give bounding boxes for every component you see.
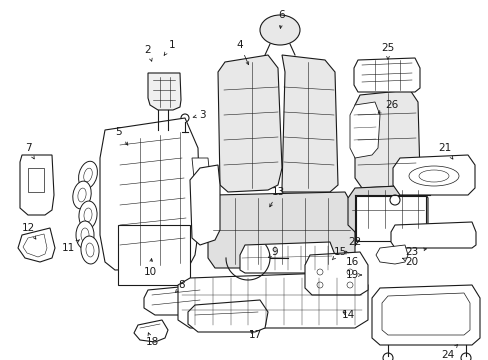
Circle shape — [316, 282, 323, 288]
Ellipse shape — [260, 15, 299, 45]
Text: 25: 25 — [381, 43, 394, 59]
Polygon shape — [23, 234, 47, 257]
Text: 24: 24 — [441, 345, 457, 360]
Text: 3: 3 — [193, 110, 205, 120]
Text: 9: 9 — [268, 247, 278, 257]
Polygon shape — [148, 73, 181, 110]
Circle shape — [346, 282, 352, 288]
Text: 20: 20 — [402, 257, 418, 267]
Text: 19: 19 — [345, 270, 361, 280]
Circle shape — [382, 353, 392, 360]
Polygon shape — [240, 242, 334, 273]
Text: 26: 26 — [377, 100, 398, 113]
Polygon shape — [381, 293, 469, 335]
Text: 18: 18 — [145, 333, 158, 347]
Ellipse shape — [79, 201, 97, 229]
Polygon shape — [100, 118, 200, 270]
Text: 23: 23 — [405, 247, 426, 257]
Bar — [355, 196, 425, 241]
Ellipse shape — [84, 208, 92, 222]
Polygon shape — [178, 272, 367, 328]
Text: 16: 16 — [345, 251, 358, 267]
Text: 11: 11 — [61, 240, 80, 253]
Text: 21: 21 — [437, 143, 452, 159]
Ellipse shape — [76, 221, 94, 249]
Polygon shape — [392, 155, 474, 195]
Text: 5: 5 — [115, 127, 127, 145]
Polygon shape — [305, 252, 367, 295]
Text: 4: 4 — [236, 40, 248, 65]
Circle shape — [346, 269, 352, 275]
Polygon shape — [353, 58, 419, 92]
Text: 14: 14 — [341, 310, 354, 320]
Polygon shape — [282, 55, 337, 192]
Polygon shape — [207, 192, 354, 268]
Text: 7: 7 — [24, 143, 34, 159]
Polygon shape — [192, 158, 209, 178]
Polygon shape — [390, 222, 475, 248]
Polygon shape — [349, 102, 379, 158]
Text: 6: 6 — [278, 10, 285, 28]
Polygon shape — [194, 178, 212, 198]
Polygon shape — [143, 285, 207, 315]
Ellipse shape — [86, 243, 94, 257]
Text: 15: 15 — [331, 247, 346, 260]
Circle shape — [460, 353, 470, 360]
Polygon shape — [375, 245, 407, 264]
Polygon shape — [192, 198, 209, 218]
Text: 10: 10 — [143, 258, 156, 277]
Polygon shape — [190, 165, 220, 245]
Text: 2: 2 — [144, 45, 152, 61]
Text: 13: 13 — [269, 187, 284, 207]
Text: 1: 1 — [164, 40, 175, 55]
Ellipse shape — [73, 181, 91, 209]
Text: 8: 8 — [175, 280, 185, 292]
Polygon shape — [347, 185, 427, 232]
Text: 17: 17 — [248, 330, 261, 340]
Polygon shape — [18, 228, 55, 262]
Bar — [118, 225, 190, 285]
Circle shape — [181, 114, 189, 122]
Ellipse shape — [408, 166, 458, 186]
Circle shape — [316, 269, 323, 275]
Ellipse shape — [79, 161, 97, 189]
Ellipse shape — [81, 228, 89, 242]
Polygon shape — [187, 300, 267, 332]
Ellipse shape — [81, 236, 99, 264]
Ellipse shape — [418, 170, 448, 182]
Polygon shape — [28, 168, 44, 192]
Polygon shape — [218, 55, 282, 192]
Ellipse shape — [78, 188, 86, 202]
Polygon shape — [134, 320, 168, 342]
Polygon shape — [371, 285, 479, 345]
Circle shape — [389, 195, 399, 205]
Text: 22: 22 — [347, 237, 361, 247]
Text: 12: 12 — [21, 223, 36, 239]
Ellipse shape — [83, 168, 92, 182]
Polygon shape — [20, 155, 54, 215]
Polygon shape — [354, 90, 419, 188]
